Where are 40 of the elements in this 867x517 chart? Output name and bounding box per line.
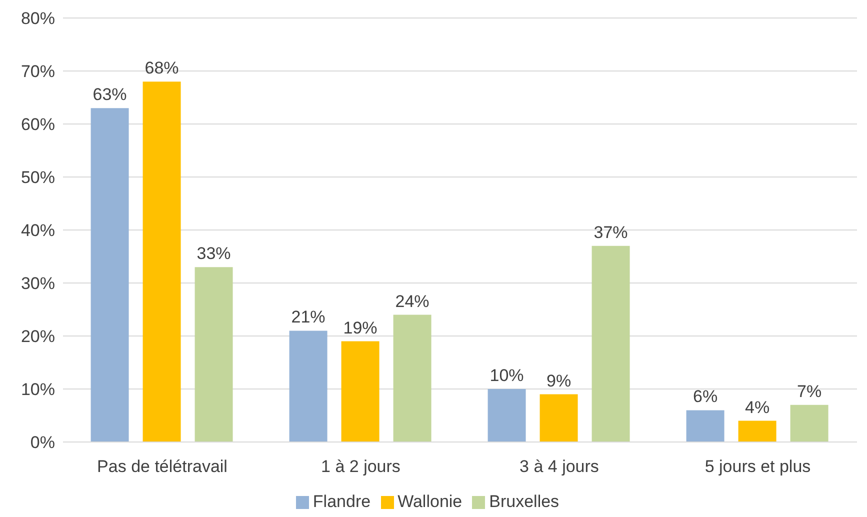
x-tick-label: 5 jours et plus xyxy=(704,457,811,476)
data-label: 19% xyxy=(343,318,378,338)
y-tick-label: 80% xyxy=(20,9,55,28)
y-tick-label: 40% xyxy=(20,221,55,240)
bar xyxy=(488,389,526,442)
data-label: 6% xyxy=(693,387,718,406)
data-label: 63% xyxy=(92,85,127,104)
data-label: 10% xyxy=(490,366,524,385)
y-tick-label: 30% xyxy=(20,274,55,294)
bar xyxy=(142,82,181,442)
bar xyxy=(90,108,129,442)
data-label: 9% xyxy=(546,371,572,390)
data-label: 24% xyxy=(395,292,430,311)
legend-label: Wallonie xyxy=(398,492,462,511)
bar xyxy=(790,404,828,442)
bar xyxy=(592,246,630,442)
data-label: 37% xyxy=(594,222,628,242)
legend-label: Flandre xyxy=(312,492,371,511)
y-tick-label: 20% xyxy=(20,327,55,346)
y-tick-label: 60% xyxy=(20,115,55,134)
x-tick-label: 1 à 2 jours xyxy=(321,457,400,476)
bar xyxy=(686,410,724,442)
y-tick-label: 0% xyxy=(30,433,55,452)
bar xyxy=(289,330,328,442)
x-tick-label: 3 à 4 jours xyxy=(520,457,599,476)
data-label: 33% xyxy=(196,244,231,264)
bar xyxy=(738,420,776,442)
data-label: 7% xyxy=(797,382,822,401)
y-tick-label: 10% xyxy=(20,380,55,400)
bar xyxy=(194,267,233,442)
data-label: 21% xyxy=(291,308,326,327)
bar xyxy=(540,394,578,442)
y-tick-label: 50% xyxy=(20,168,55,188)
data-label: 68% xyxy=(144,58,179,78)
data-label: 4% xyxy=(745,398,770,417)
y-tick-label: 70% xyxy=(20,62,55,82)
legend-label: Bruxelles xyxy=(489,492,560,511)
x-tick-label: Pas de télétravail xyxy=(97,457,228,476)
bar xyxy=(393,314,432,442)
bar xyxy=(341,341,380,442)
